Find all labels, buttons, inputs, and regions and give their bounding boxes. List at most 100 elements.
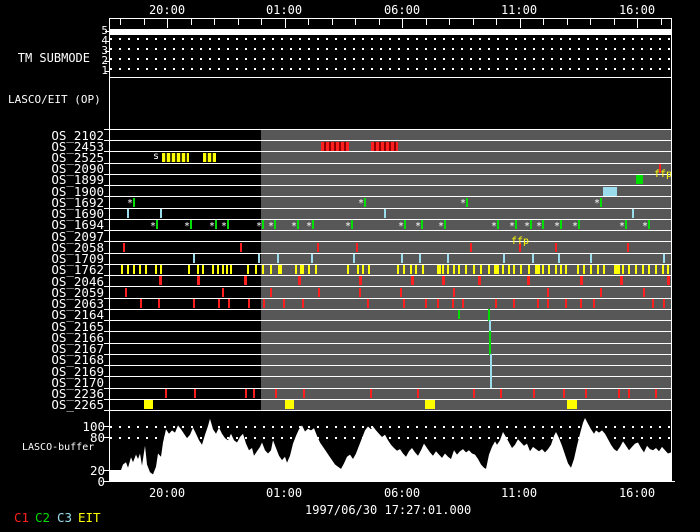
event-tick — [508, 265, 510, 274]
row-label: OS_1694 — [51, 217, 104, 232]
event-tick — [159, 276, 162, 285]
plot-right-border — [671, 18, 672, 481]
event-tick — [194, 389, 196, 398]
event-tick — [188, 265, 190, 274]
event-tick — [648, 265, 650, 274]
event-tick — [500, 389, 502, 398]
top-axis-tick — [238, 19, 239, 25]
event-flag-asterisk: * — [594, 198, 601, 209]
event-tick — [302, 299, 304, 308]
row-label: OS_2164 — [51, 307, 104, 322]
event-tick — [218, 299, 220, 308]
tm-submode-level-tick — [105, 71, 110, 72]
event-tick — [222, 265, 224, 274]
event-block — [285, 400, 294, 409]
row-label: OS_2265 — [51, 397, 104, 412]
event-tick — [300, 265, 304, 274]
row-axis-tick — [104, 163, 110, 164]
row-axis-tick — [104, 185, 110, 186]
event-tick — [401, 254, 403, 263]
legend-item-eit: EIT — [78, 510, 101, 525]
event-tick — [663, 299, 665, 308]
event-tick — [627, 243, 629, 252]
event-tick — [520, 265, 522, 274]
event-tick — [659, 164, 661, 173]
event-tick — [488, 309, 490, 321]
top-axis-tick — [285, 19, 286, 28]
row-label: OS_1762 — [51, 262, 104, 277]
row-axis-tick — [104, 331, 110, 332]
event-tick — [648, 220, 650, 229]
legend-item-c3: C3 — [57, 510, 73, 525]
event-tick — [527, 276, 530, 285]
event-tick — [127, 265, 129, 274]
buffer-ytick-label: 20 — [89, 463, 105, 478]
event-tick — [425, 299, 427, 308]
row-label: OS_2166 — [51, 330, 104, 345]
row-separator — [110, 253, 672, 254]
lasco-eit-title: LASCO/EIT (OP) — [8, 93, 101, 106]
event-tick — [580, 299, 582, 308]
row-label: OS_1692 — [51, 195, 104, 210]
event-tick — [667, 276, 670, 285]
top-axis-tick — [214, 19, 215, 25]
row-axis-tick — [104, 286, 110, 287]
event-flag-asterisk: * — [491, 221, 498, 232]
row-label: OS_2525 — [51, 150, 104, 165]
event-tick — [240, 243, 242, 252]
event-striped-block — [162, 153, 189, 162]
tm-submode-gridline — [110, 38, 671, 40]
event-tick — [532, 254, 534, 263]
top-axis-tick — [191, 19, 192, 25]
event-tick — [478, 276, 481, 285]
event-block — [425, 400, 435, 409]
event-tick — [519, 243, 521, 252]
event-tick — [270, 265, 272, 274]
event-block — [567, 400, 577, 409]
event-tick — [384, 209, 386, 218]
top-axis-tick — [308, 19, 309, 25]
row-label: OS_1709 — [51, 251, 104, 266]
row-separator — [110, 298, 672, 299]
event-tick — [248, 299, 250, 308]
event-tick — [244, 276, 247, 285]
row-separator — [110, 208, 672, 209]
top-axis-label: 01:00 — [265, 3, 303, 17]
event-flag-asterisk: * — [438, 221, 445, 232]
row-separator — [110, 354, 672, 355]
row-label: OS_2063 — [51, 296, 104, 311]
row-label: OS_2236 — [51, 386, 104, 401]
tm-submode-level-tick — [105, 31, 110, 32]
row-label: OS_2169 — [51, 364, 104, 379]
top-axis-tick — [402, 19, 403, 28]
event-tick — [655, 265, 657, 274]
event-tick — [495, 299, 497, 308]
top-axis-tick — [661, 19, 662, 25]
event-flag-asterisk: * — [345, 221, 352, 232]
event-tick — [528, 265, 530, 274]
buffer-ytick-label: 80 — [89, 430, 105, 445]
event-tick — [347, 265, 349, 274]
event-tick — [600, 288, 602, 297]
event-tick — [228, 299, 230, 308]
event-tick — [453, 288, 455, 297]
event-tick — [410, 265, 412, 274]
event-tick — [547, 288, 549, 297]
event-tick — [315, 265, 317, 274]
event-tick — [513, 299, 515, 308]
row-axis-tick — [104, 309, 110, 310]
tm-submode-level-label: 4 — [96, 35, 108, 47]
event-text-annotation: ffp — [654, 169, 673, 180]
event-tick — [453, 265, 455, 274]
buffer-ytick-label: 0 — [97, 474, 105, 489]
tm-submode-level-tick — [105, 41, 110, 42]
row-axis-tick — [104, 410, 110, 411]
row-label: OS_1900 — [51, 184, 104, 199]
tm-submode-level-label: 5 — [96, 25, 108, 37]
row-label: OS_2058 — [51, 240, 104, 255]
event-tick — [547, 299, 549, 308]
row-axis-tick — [104, 174, 110, 175]
bottom-axis-label: 06:00 — [383, 486, 421, 500]
row-axis-tick — [104, 365, 110, 366]
row-separator — [110, 174, 672, 175]
